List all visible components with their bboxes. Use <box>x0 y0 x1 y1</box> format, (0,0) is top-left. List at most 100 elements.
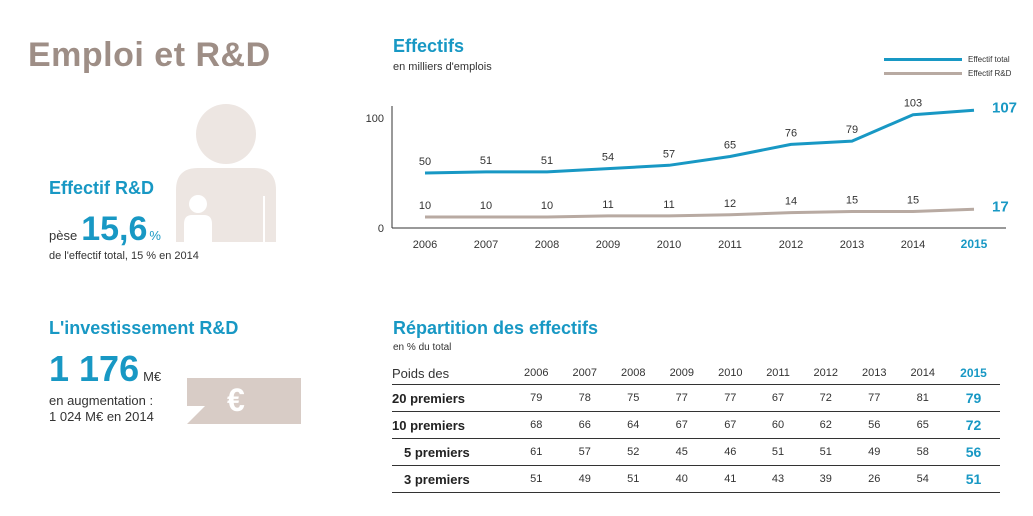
data-label: 10 <box>541 200 553 212</box>
data-label: 12 <box>724 198 736 210</box>
table-cell: 49 <box>560 465 610 493</box>
table-header-year: 2013 <box>849 362 899 385</box>
data-label: 103 <box>904 98 922 110</box>
x-tick-label: 2012 <box>779 239 803 251</box>
table-header-year: 2008 <box>609 362 658 385</box>
table-header-year: 2009 <box>657 362 707 385</box>
table-cell: 26 <box>849 465 899 493</box>
legend-swatch-rd <box>884 71 962 75</box>
data-label: 107 <box>992 99 1017 116</box>
table-cell: 62 <box>801 411 850 439</box>
data-label: 65 <box>724 140 736 152</box>
series-line-rd <box>425 207 975 219</box>
table-cell: 60 <box>754 411 802 439</box>
effectifs-line-chart: 0 100 2006 2007 2008 2009 2010 2011 2012 2013 2014… <box>366 98 1017 251</box>
data-label: 10 <box>480 200 492 212</box>
x-tick-label: 2013 <box>840 239 864 251</box>
table-row-label: 3 premiers <box>392 465 512 493</box>
table-cell: 68 <box>512 411 561 439</box>
table-cell: 41 <box>706 465 755 493</box>
table-cell: 77 <box>706 384 755 412</box>
table-cell: 46 <box>706 438 755 466</box>
table-cell: 49 <box>849 438 899 466</box>
legend-item-rd: Effectif R&D <box>884 66 1011 80</box>
series-line-total <box>424 108 975 175</box>
data-label: 50 <box>419 156 431 168</box>
data-label: 10 <box>419 200 431 212</box>
x-tick-label: 2008 <box>535 239 559 251</box>
investissement-figure: 1 176 M€ <box>49 348 161 390</box>
x-tick-label: 2009 <box>596 239 620 251</box>
repartition-table: Poids des 2006 2007 2008 2009 2010 2011 … <box>392 362 1000 493</box>
table-cell: 45 <box>657 438 707 466</box>
investissement-note: en augmentation : 1 024 M€ en 2014 <box>49 393 154 425</box>
table-cell: 78 <box>560 384 610 412</box>
effectif-rd-prefix: pèse <box>49 228 78 243</box>
x-tick-label: 2014 <box>901 239 925 251</box>
x-tick-label: 2006 <box>413 239 437 251</box>
x-tick-label: 2011 <box>718 239 742 251</box>
table-header-year: 2011 <box>754 362 802 385</box>
table-cell: 51 <box>609 465 658 493</box>
legend-label-rd: Effectif R&D <box>968 68 1012 78</box>
page-title: Emploi et R&D <box>28 36 271 74</box>
table-cell: 67 <box>657 411 707 439</box>
table-row: 5 premiers 61 57 52 45 46 51 51 49 58 56 <box>392 438 1000 466</box>
table-row-label: 5 premiers <box>392 438 512 466</box>
investissement-unit: M€ <box>143 369 162 384</box>
data-label: 57 <box>663 148 675 160</box>
table-cell: 52 <box>609 438 658 466</box>
table-cell: 64 <box>609 411 658 439</box>
table-cell: 43 <box>754 465 802 493</box>
data-label: 11 <box>663 199 674 211</box>
table-cell: 58 <box>898 438 947 466</box>
effectif-rd-heading: Effectif R&D <box>49 178 155 198</box>
table-cell: 39 <box>801 465 850 493</box>
effectifs-subtitle: en milliers d'emplois <box>393 61 492 73</box>
table-cell: 77 <box>657 384 707 412</box>
table-cell: 75 <box>609 384 658 412</box>
table-cell: 51 <box>512 465 561 493</box>
table-cell: 72 <box>947 411 1000 439</box>
table-header-label: Poids des <box>392 362 512 385</box>
repartition-subtitle: en % du total <box>393 342 452 353</box>
table-header-row: Poids des 2006 2007 2008 2009 2010 2011 … <box>392 362 1000 385</box>
repartition-title: Répartition des effectifs <box>393 318 599 338</box>
table-row: 3 premiers 51 49 51 40 41 43 39 26 54 51 <box>392 465 1000 493</box>
table-cell: 79 <box>947 384 1000 412</box>
table-header-year: 2014 <box>898 362 947 385</box>
investissement-note-line2: 1 024 M€ en 2014 <box>49 409 154 424</box>
table-cell: 54 <box>898 465 947 493</box>
data-label: 11 <box>602 199 613 211</box>
table-cell: 61 <box>512 438 561 466</box>
data-label: 51 <box>541 155 553 167</box>
x-tick-label: 2007 <box>474 239 498 251</box>
table-row: 20 premiers 79 78 75 77 77 67 72 77 81 7… <box>392 384 1000 412</box>
folded-corner-icon <box>187 406 205 424</box>
x-tick-label: 2010 <box>657 239 681 251</box>
table-cell: 77 <box>849 384 899 412</box>
euro-badge: € <box>187 378 301 424</box>
table-header-year: 2007 <box>560 362 610 385</box>
table-row-label: 20 premiers <box>392 384 512 412</box>
table-cell: 65 <box>898 411 947 439</box>
investissement-value: 1 176 <box>49 348 140 389</box>
data-label: 76 <box>785 127 797 139</box>
person-icon <box>176 104 276 242</box>
table-cell: 66 <box>560 411 610 439</box>
table-cell: 81 <box>898 384 947 412</box>
table-row: 10 premiers 68 66 64 67 67 60 62 56 65 7… <box>392 411 1000 439</box>
table-header-year: 2010 <box>706 362 755 385</box>
table-cell: 51 <box>801 438 850 466</box>
table-cell: 56 <box>947 438 1000 466</box>
table-cell: 67 <box>706 411 755 439</box>
data-label: 54 <box>602 152 614 164</box>
investissement-note-line1: en augmentation : <box>49 393 154 408</box>
legend-item-total: Effectif total <box>884 52 1011 66</box>
chart-legend: Effectif total Effectif R&D <box>884 52 1011 80</box>
data-label: 51 <box>480 155 492 167</box>
investissement-heading: L'investissement R&D <box>49 318 239 338</box>
table-cell: 51 <box>947 465 1000 493</box>
table-cell: 79 <box>512 384 561 412</box>
data-label: 17 <box>992 198 1009 215</box>
